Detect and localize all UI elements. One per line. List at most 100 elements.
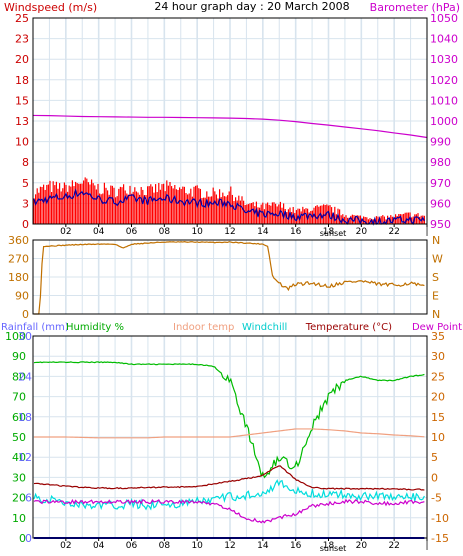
compass-tick-label: W: [432, 253, 443, 266]
x-tick-label: 20: [356, 541, 368, 551]
x-tick-label: 10: [191, 227, 203, 237]
wind-average-line: [33, 188, 425, 226]
temperature-label: Temperature (°C): [305, 322, 392, 333]
windspeed-tick-label: 20: [15, 53, 29, 66]
windspeed-tick-label: 23: [15, 33, 29, 46]
barometer-tick-label: 1050: [430, 12, 458, 25]
windspeed-tick-label: 13: [15, 115, 29, 128]
x-tick-label: 08: [159, 541, 171, 551]
indoor-temp-label: Indoor temp: [173, 322, 234, 333]
temperature-tick-label: 0: [431, 471, 438, 484]
temperature-tick-label: 30: [431, 350, 445, 363]
x-tick-label: 14: [257, 227, 269, 237]
direction-tick-label: 0: [22, 308, 29, 321]
windspeed-tick-label: 0: [22, 218, 29, 231]
barometer-tick-label: 1040: [430, 33, 458, 46]
direction-tick-label: 90: [15, 290, 29, 303]
x-tick-label: 16: [290, 227, 302, 237]
temperature-tick-label: 35: [431, 330, 445, 343]
direction-tick-label: 270: [8, 253, 29, 266]
x-tick-label: 02: [60, 541, 71, 551]
wind-direction-line: [34, 241, 425, 315]
x-tick-label: 06: [126, 541, 138, 551]
x-tick-label: 12: [224, 227, 235, 237]
sunset-label-1: sunset: [320, 229, 347, 238]
x-tick-label: 22: [388, 227, 399, 237]
x-tick-label: 20: [356, 227, 368, 237]
x-tick-label: 06: [126, 227, 138, 237]
temperature-tick-label: 10: [431, 431, 445, 444]
compass-tick-label: S: [432, 271, 439, 284]
barometer-tick-label: 980: [430, 156, 451, 169]
barometer-tick-label: 1000: [430, 115, 458, 128]
humidity-tick-label: 30: [12, 471, 26, 484]
rain-tick-label: 12: [18, 451, 32, 464]
humidity-tick-label: 90: [12, 350, 26, 363]
rain-tick-label: 30: [18, 330, 32, 343]
x-tick-label: 04: [93, 541, 105, 551]
humidity-tick-label: 50: [12, 431, 26, 444]
humidity-tick-label: 40: [12, 451, 26, 464]
humidity-tick-label: 0: [19, 532, 26, 545]
chart-title: 24 hour graph day : 20 March 2008: [154, 0, 349, 13]
rainfall-label: Rainfall (mm): [1, 322, 69, 333]
direction-panel-frame: [32, 239, 428, 315]
axis-tick-labels: 02 04 06 08 10 12 14 16 18 20 22 |02 04 06 08 10 12 14 16 1…: [5, 12, 458, 551]
x-tick-label: 10: [191, 541, 203, 551]
barometer-tick-label: 970: [430, 177, 451, 190]
temperature-tick-label: -15: [431, 532, 449, 545]
windspeed-panel-series: [32, 114, 428, 226]
x-tick-label: 18: [323, 541, 335, 551]
barometer-tick-label: 1010: [430, 94, 458, 107]
direction-tick-label: 180: [8, 271, 29, 284]
humidity-tick-label: 10: [12, 512, 26, 525]
barometer-tick-label: 950: [430, 218, 451, 231]
windchill-label: Windchill: [242, 322, 287, 333]
windspeed-tick-label: 8: [22, 156, 29, 169]
temperature-tick-label: -10: [431, 512, 449, 525]
x-tick-label: 18: [323, 227, 335, 237]
rain-tick-label: 0: [25, 532, 32, 545]
humidity-tick-label: 100: [5, 330, 26, 343]
x-tick-label: 02: [60, 227, 71, 237]
barometer-tick-label: 1020: [430, 74, 458, 87]
windspeed-tick-label: 5: [22, 177, 29, 190]
dewpoint-line: [33, 498, 425, 524]
x-tick-label: 04: [93, 227, 105, 237]
barometer-tick-label: 990: [430, 136, 451, 149]
windchill-line: [33, 479, 425, 511]
temperature-tick-label: 20: [431, 391, 445, 404]
direction-tick-label: 360: [8, 234, 29, 247]
x-tick-label: |: [425, 227, 428, 237]
temperature-tick-label: 5: [431, 451, 438, 464]
barometer-label: Barometer (hPa): [370, 1, 460, 14]
compass-tick-label: N: [432, 308, 440, 321]
barometer-line: [32, 114, 428, 139]
x-tick-label: 08: [159, 227, 171, 237]
humidity-tick-label: 60: [12, 411, 26, 424]
windspeed-label: Windspeed (m/s): [4, 1, 97, 14]
indoor-temp-line: [34, 428, 425, 439]
sunset-label-2: sunset: [320, 544, 347, 553]
rain-tick-label: 6: [25, 492, 32, 505]
windspeed-tick-label: 10: [15, 136, 29, 149]
compass-tick-label: E: [432, 290, 439, 303]
dewpoint-label: Dew Point: [412, 322, 462, 333]
x-tick-label: |: [425, 541, 428, 551]
rain-tick-label: 24: [18, 370, 32, 383]
compass-tick-label: N: [432, 234, 440, 247]
barometer-tick-label: 960: [430, 197, 451, 210]
humidity-label: Humidity %: [66, 322, 124, 333]
humidity-tick-label: 20: [12, 492, 26, 505]
rain-tick-label: 18: [18, 411, 32, 424]
windspeed-panel-grid: [33, 18, 427, 224]
windspeed-tick-label: 3: [22, 197, 29, 210]
temperature-tick-label: 25: [431, 370, 445, 383]
x-tick-label: 14: [257, 541, 269, 551]
windspeed-tick-label: 15: [15, 94, 29, 107]
direction-panel-grid: [33, 240, 427, 314]
x-tick-label: 22: [388, 541, 399, 551]
temperature-line: [33, 465, 425, 491]
x-tick-label: 16: [290, 541, 302, 551]
